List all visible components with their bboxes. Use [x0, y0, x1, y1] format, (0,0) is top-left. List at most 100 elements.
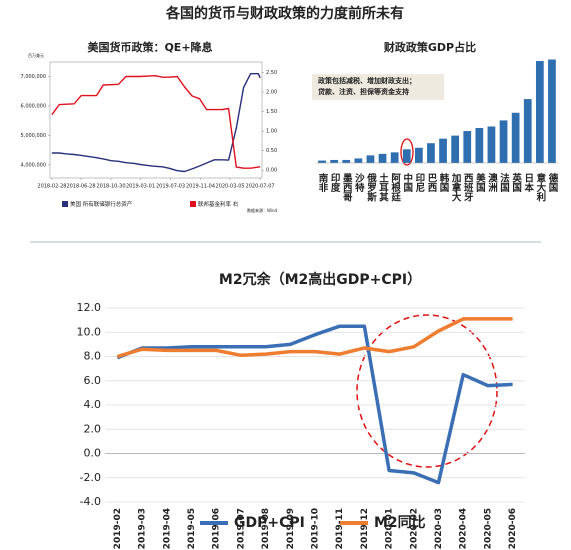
x-tick-label: 2018-10-30: [96, 184, 125, 190]
x-tick-label: 2019-11: [335, 508, 345, 549]
y-tick-label: 6.0: [84, 374, 102, 387]
y2-tick-label: 1.00: [266, 129, 277, 135]
highlight-circle: [356, 314, 498, 468]
x-tick-label: 2020-06: [508, 508, 518, 549]
series-line: [51, 73, 261, 173]
bar: [414, 147, 423, 163]
x-tick-label: 印度: [329, 172, 341, 193]
x-tick-label: 2019-08: [261, 508, 271, 549]
x-tick-label: 2018-02-28: [37, 184, 66, 190]
x-tick-label: 2019-04: [162, 508, 172, 549]
bar: [354, 158, 363, 163]
x-tick-label: 意大利: [534, 172, 547, 202]
x-tick-label: 阿根廷: [389, 173, 402, 202]
y-tick-label: -2.0: [80, 471, 101, 484]
x-tick-label: 2019-03: [138, 508, 148, 549]
x-tick-label: 美国: [474, 172, 487, 193]
x-tick-label: 2019-12: [360, 508, 370, 549]
x-tick-label: 韩国: [438, 172, 450, 193]
x-tick-label: 2019-06: [212, 508, 222, 549]
chart-title: 财政政策GDP占比: [383, 40, 476, 54]
annotation: 贷款、注资、担保等资金支持: [318, 87, 409, 96]
series-line: [116, 324, 513, 485]
x-tick-label: 西班牙: [462, 173, 474, 202]
x-tick-label: 墨西哥: [341, 173, 353, 202]
chart-title: M2冗余（M2高出GDP+CPI）: [219, 271, 421, 288]
bar: [439, 138, 447, 163]
x-tick-label: 2019-09: [286, 508, 296, 549]
bar: [342, 159, 351, 163]
page-title: 各国的货币与财政政策的力度前所未有: [165, 5, 404, 22]
y-tick-label: 0.0: [84, 447, 102, 460]
bar: [318, 160, 326, 163]
legend-label: 联邦基金利率 右: [198, 200, 239, 208]
x-tick-label: 土耳其: [377, 172, 389, 202]
x-tick-label: 2020-02: [409, 508, 419, 549]
bar: [451, 135, 460, 163]
legend-label: 美国 所有联储银行总资产: [70, 200, 133, 208]
x-tick-label: 2019-10: [311, 508, 321, 549]
y-tick-label: -4.0: [80, 495, 101, 508]
chart-title: 美国货币政策：QE+降息: [87, 40, 212, 54]
x-tick-label: 法国: [498, 172, 510, 193]
x-tick-label: 2019-05: [187, 508, 197, 549]
bar: [390, 152, 399, 163]
legend-swatch: [62, 201, 68, 207]
x-tick-label: 巴西: [425, 173, 437, 193]
legend-swatch: [190, 201, 196, 207]
x-tick-label: 2020-03-05: [216, 184, 245, 190]
bar: [366, 155, 375, 163]
y2-tick-label: 0.00: [266, 168, 277, 174]
bar: [463, 131, 472, 163]
x-tick-label: 2019-03-01: [126, 184, 155, 190]
bar: [511, 112, 520, 163]
bar: [535, 61, 544, 163]
x-tick-label: 2020-03: [434, 508, 444, 549]
x-tick-label: 2019-07-03: [156, 184, 185, 190]
source: 数据来源：Wind: [247, 207, 278, 213]
bar: [475, 128, 484, 163]
y-tick-label: 8.0: [84, 350, 102, 363]
x-tick-label: 2020-01: [385, 508, 395, 549]
y-tick-label: 2.0: [84, 422, 102, 435]
y-tick-label: 10.0: [77, 325, 102, 338]
series-line: [51, 75, 261, 169]
x-tick-label: 日本: [522, 173, 534, 193]
bar: [487, 126, 496, 163]
highlight-ellipse: [400, 138, 414, 166]
y2-tick-label: 1.50: [266, 109, 277, 115]
legend-label: M2同比: [374, 514, 426, 531]
bar: [427, 143, 435, 163]
annotation-box: [312, 74, 444, 100]
y-tick-label: 4.0: [84, 398, 102, 411]
x-tick-label: 2019-07: [236, 508, 246, 549]
x-tick-label: 南非: [317, 172, 329, 193]
bar: [548, 59, 556, 163]
y-unit: 百万美元: [28, 52, 44, 58]
y2-tick-label: 2.50: [266, 70, 277, 76]
y-tick-label: 12.0: [77, 301, 102, 314]
x-tick-label: 澳洲: [486, 172, 498, 193]
x-tick-label: 2020-04: [459, 508, 469, 549]
x-tick-label: 2019-11-04: [186, 184, 215, 190]
bar: [402, 149, 411, 163]
bar: [523, 99, 532, 163]
y2-tick-label: 0.50: [266, 148, 277, 154]
bar: [330, 159, 339, 163]
x-tick-label: 2020-05: [483, 508, 493, 549]
x-tick-label: 印尼: [413, 172, 425, 193]
x-tick-label: 俄罗斯: [365, 172, 378, 202]
x-tick-label: 2020-07-07: [246, 184, 275, 190]
legend-label: GDP+CPI: [234, 515, 305, 531]
y-tick-label: 5,000,000: [21, 133, 46, 139]
x-tick-label: 加拿大: [450, 172, 463, 202]
x-tick-label: 中国: [401, 172, 413, 193]
y-tick-label: 6,000,000: [21, 104, 46, 110]
x-tick-label: 沙特: [353, 173, 365, 193]
x-tick-label: 2019-02: [113, 508, 123, 549]
x-tick-label: 德国: [546, 172, 558, 193]
annotation: 政策包括减税、增加财政支出；: [318, 76, 416, 85]
bar: [378, 153, 387, 163]
x-tick-label: 英国: [510, 172, 522, 193]
